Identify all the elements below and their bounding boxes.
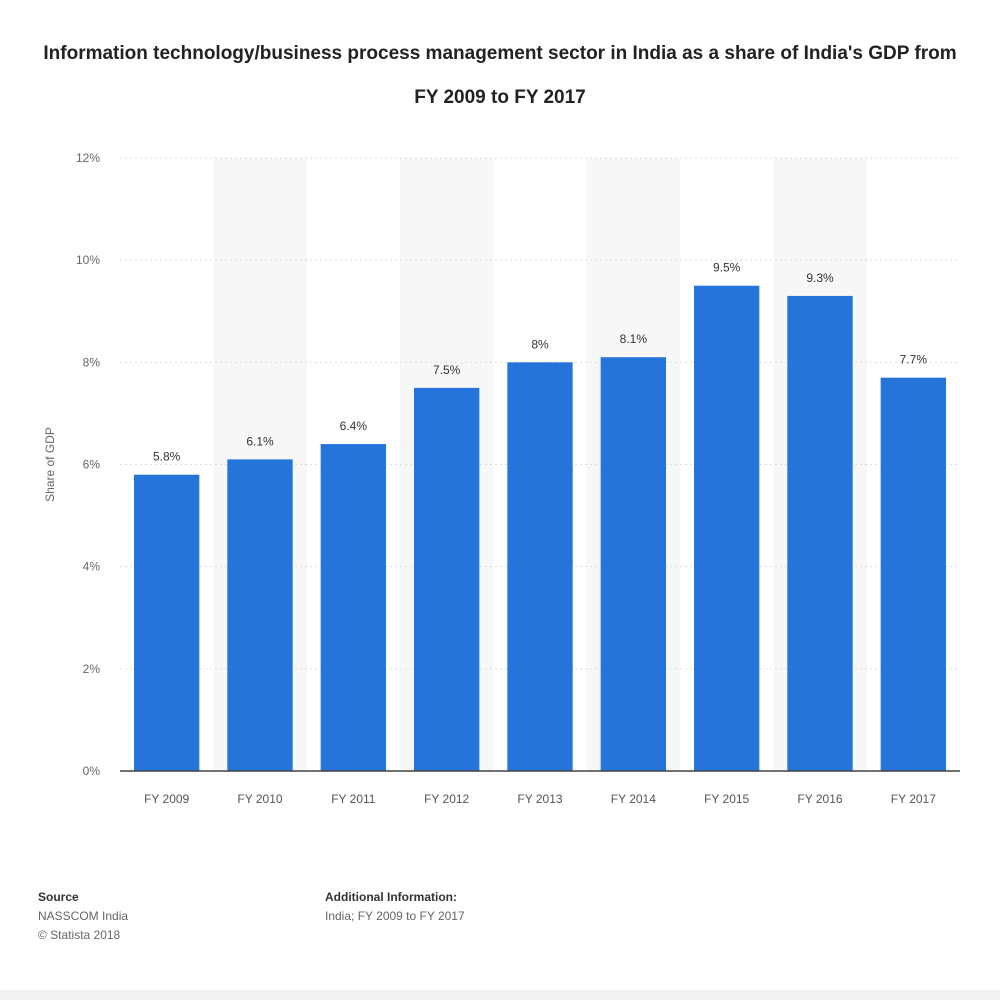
bar (414, 387, 480, 771)
bar (600, 357, 666, 771)
y-tick-label: 4% (83, 560, 101, 574)
y-tick-label: 8% (83, 355, 101, 369)
additional-info-line: India; FY 2009 to FY 2017 (325, 909, 465, 923)
bar (787, 295, 853, 771)
additional-info-block: Additional Information: India; FY 2009 t… (325, 888, 465, 926)
y-tick-label: 12% (76, 151, 100, 165)
bar-value-label: 8% (531, 337, 549, 351)
bar (134, 474, 200, 771)
x-tick-label: FY 2009 (144, 792, 189, 806)
y-tick-label: 10% (76, 253, 100, 267)
additional-info-heading[interactable]: Additional Information: (325, 890, 457, 904)
bar-value-label: 7.5% (433, 363, 461, 377)
bar (227, 459, 293, 771)
x-tick-label: FY 2011 (331, 792, 376, 806)
bar-value-label: 6.1% (246, 434, 274, 448)
bar-value-label: 9.5% (713, 261, 741, 275)
y-tick-label: 0% (83, 764, 101, 778)
x-tick-label: FY 2010 (237, 792, 282, 806)
x-tick-label: FY 2014 (611, 792, 656, 806)
bar (507, 362, 573, 771)
y-tick-label: 2% (83, 662, 101, 676)
bar-value-label: 7.7% (900, 353, 928, 367)
x-tick-label: FY 2017 (891, 792, 936, 806)
bar-value-label: 6.4% (340, 419, 368, 433)
bar (880, 377, 946, 771)
x-tick-label: FY 2015 (704, 792, 749, 806)
y-tick-label: 6% (83, 458, 101, 472)
y-axis-label: Share of GDP (43, 427, 57, 502)
bar-value-label: 5.8% (153, 450, 181, 464)
source-line-2: © Statista 2018 (38, 928, 121, 942)
source-line-1[interactable]: NASSCOM India (38, 909, 129, 923)
bar (320, 444, 386, 771)
x-tick-label: FY 2012 (424, 792, 469, 806)
bar (694, 285, 760, 771)
source-block: Source NASSCOM India © Statista 2018 (38, 888, 128, 945)
x-tick-label: FY 2013 (517, 792, 562, 806)
bar-value-label: 8.1% (620, 332, 648, 346)
source-heading: Source (38, 890, 79, 904)
bar-value-label: 9.3% (806, 271, 834, 285)
x-tick-label: FY 2016 (797, 792, 842, 806)
chart-title: Information technology/business process … (43, 43, 957, 108)
